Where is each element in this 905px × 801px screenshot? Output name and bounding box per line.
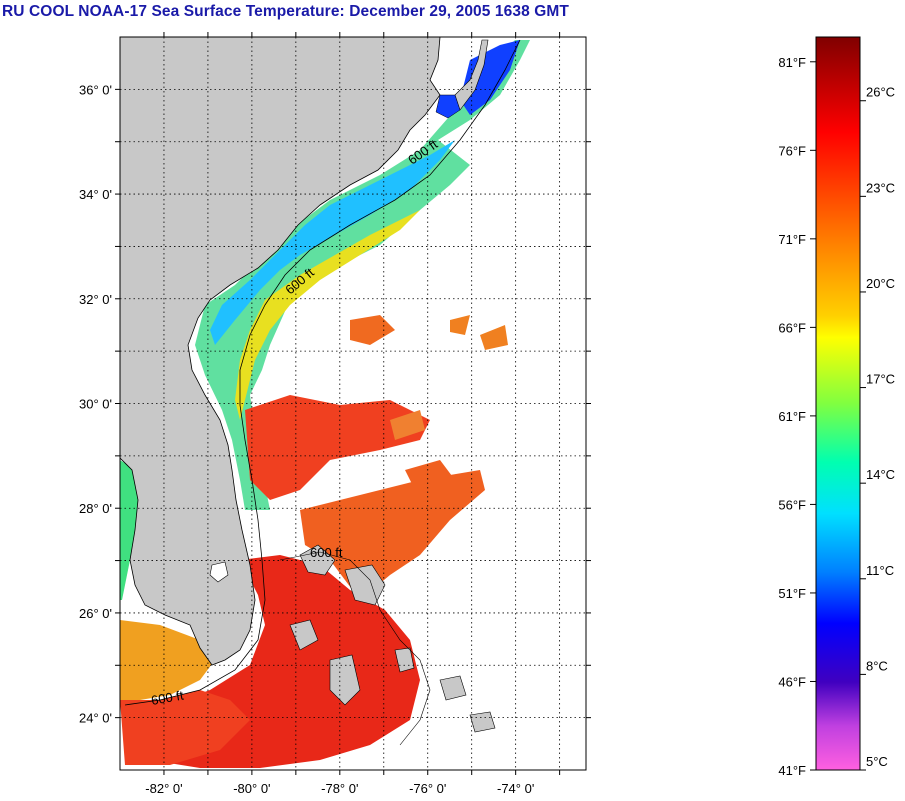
lake-okeechobee (209, 561, 229, 583)
colorbar-label-f: 46°F (778, 674, 806, 689)
colorbar-label-c: 11°C (866, 563, 894, 578)
colorbar-label-c: 26°C (866, 85, 895, 100)
depth-contour-600ft (124, 39, 521, 706)
sst-scatter-1 (350, 315, 395, 345)
sst-shelf-yellow (235, 210, 420, 420)
depth-contour-inner (279, 551, 431, 746)
colorbar-label-c: 5°C (866, 754, 888, 769)
lat-label: 30° 0' (79, 397, 112, 412)
colorbar-label-f: 71°F (778, 232, 806, 247)
land-mass (120, 37, 441, 666)
colorbar-celsius-labels: 26°C 23°C 20°C 17°C 14°C 11°C 8°C 5°C (860, 85, 895, 771)
lon-label: -78° 0' (321, 781, 358, 796)
lat-label: 34° 0' (79, 187, 112, 202)
sst-scatter-2 (450, 315, 470, 335)
longitude-labels: -82° 0' -80° 0' -78° 0' -76° 0' -74° 0' (145, 781, 534, 796)
colorbar-label-f: 41°F (778, 763, 806, 778)
colorbar-label-f: 56°F (778, 497, 806, 512)
sst-florida-bay (120, 620, 215, 700)
lon-label: -82° 0' (145, 781, 182, 796)
lat-label: 26° 0' (79, 606, 112, 621)
lon-label: -74° 0' (497, 781, 534, 796)
lon-label: -76° 0' (409, 781, 446, 796)
lat-label: 36° 0' (79, 82, 112, 97)
colorbar-label-f: 61°F (778, 409, 806, 424)
sst-gulf-warm (120, 690, 250, 765)
outer-banks (454, 39, 489, 111)
latitude-labels: 36° 0' 34° 0' 32° 0' 30° 0' 28° 0' 26° 0' 24° … (79, 82, 112, 725)
sst-scatter-5 (405, 460, 455, 490)
bahamas-islands (289, 544, 496, 733)
colorbar-label-f: 76°F (778, 143, 806, 158)
lon-label: -80° 0' (233, 781, 270, 796)
pamlico-sound (435, 94, 461, 119)
sst-offshore-warm-2 (300, 470, 485, 600)
lat-label: 28° 0' (79, 501, 112, 516)
contour-label: 600 ft (310, 545, 343, 560)
sst-offshore-warm-1 (245, 395, 430, 500)
colorbar-gradient (815, 36, 861, 771)
sst-gulf-west (120, 460, 140, 600)
colorbar-label-c: 17°C (866, 372, 895, 387)
sst-coastal-band (195, 40, 530, 510)
contour-label: 600 ft (150, 687, 185, 707)
colorbar-label-f: 51°F (778, 586, 806, 601)
colorbar-label-c: 23°C (866, 180, 895, 195)
colorbar: 81°F 76°F 71°F 66°F 61°F 56°F 51°F 46°F 41°F 26°… (778, 36, 895, 778)
colorbar-label-f: 66°F (778, 320, 806, 335)
lat-label: 32° 0' (79, 292, 112, 307)
lat-label: 24° 0' (79, 711, 112, 726)
map-ticks (115, 32, 591, 775)
sst-data-layer (120, 40, 530, 768)
sst-coastal-cold (210, 140, 455, 345)
colorbar-label-c: 20°C (866, 276, 895, 291)
sst-scatter-3 (480, 325, 508, 350)
sst-coastal-cold2 (460, 40, 520, 115)
colorbar-label-f: 81°F (778, 55, 806, 70)
map-gridlines (120, 37, 586, 770)
colorbar-fahrenheit-labels: 81°F 76°F 71°F 66°F 61°F 56°F 51°F 46°F 41°F (778, 55, 816, 778)
colorbar-label-c: 8°C (866, 658, 888, 673)
map-panel (120, 37, 586, 770)
page-title: RU COOL NOAA-17 Sea Surface Temperature:… (2, 3, 569, 20)
colorbar-label-c: 14°C (866, 467, 895, 482)
sst-scatter-4 (390, 410, 425, 440)
